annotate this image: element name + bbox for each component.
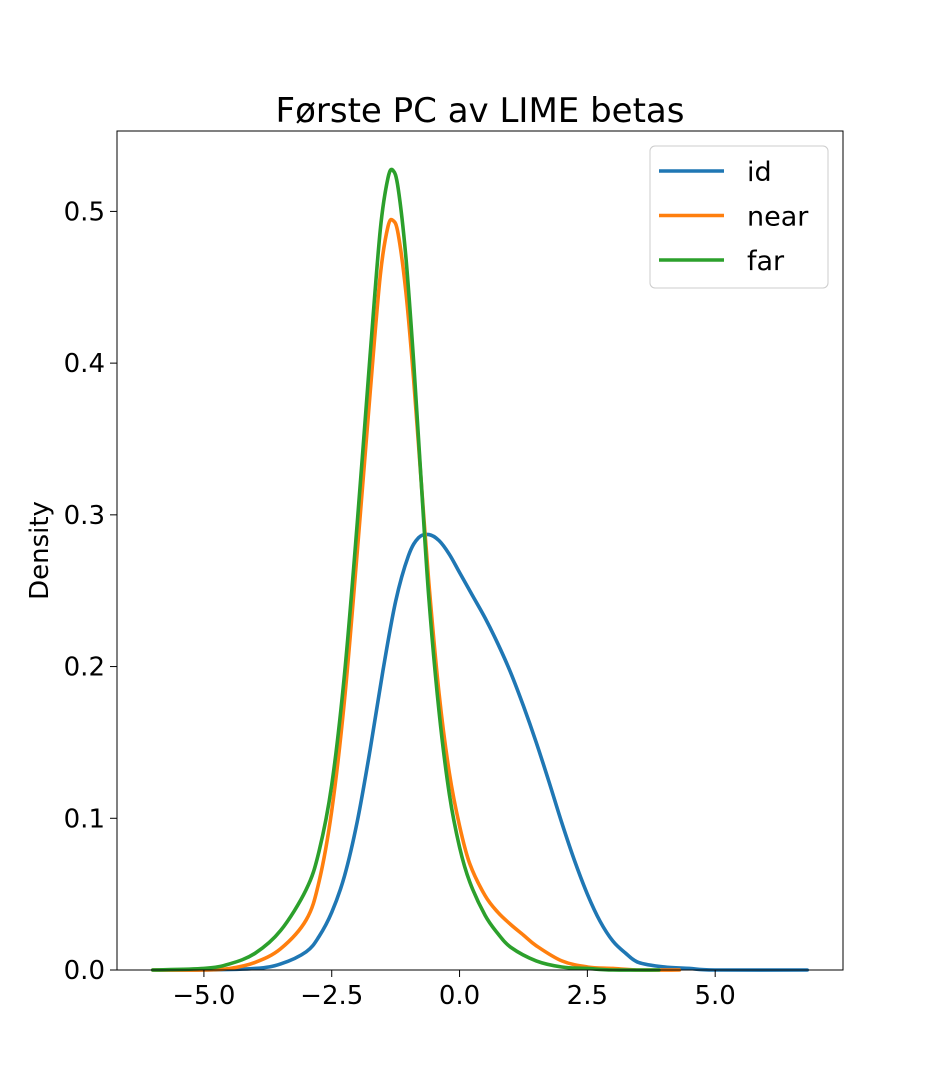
legend-label-far: far: [747, 246, 785, 277]
series-lines: [150, 167, 810, 972]
x-axis-ticks: −5.0 −2.5 0.0 2.5 5.0: [172, 970, 736, 1011]
y-axis-ticks: 0.0 0.1 0.2 0.3 0.4 0.5: [64, 197, 117, 986]
y-tick-label: 0.1: [64, 804, 105, 834]
plot-frame: [116, 130, 844, 971]
y-tick-label: 0.2: [64, 653, 105, 683]
y-axis-label: Density: [25, 501, 55, 600]
y-tick-label: 0.4: [64, 349, 105, 379]
legend-frame: [649, 145, 829, 289]
legend-label-near: near: [747, 202, 809, 233]
y-tick-label: 0.3: [64, 501, 105, 531]
series-line-far: [150, 167, 661, 972]
x-tick-label: 2.5: [567, 981, 608, 1011]
legend-label-id: id: [747, 157, 772, 188]
chart-title: Første PC av LIME betas: [276, 91, 685, 131]
y-tick-label: 0.5: [64, 197, 105, 227]
x-tick-label: −2.5: [300, 981, 363, 1011]
x-tick-label: 0.0: [439, 981, 480, 1011]
y-tick-label: 0.0: [64, 956, 105, 986]
legend: id near far: [649, 145, 829, 289]
series-line-near: [150, 217, 682, 972]
x-tick-label: 5.0: [695, 981, 736, 1011]
x-tick-label: −5.0: [172, 981, 235, 1011]
series-line-id: [150, 532, 810, 972]
